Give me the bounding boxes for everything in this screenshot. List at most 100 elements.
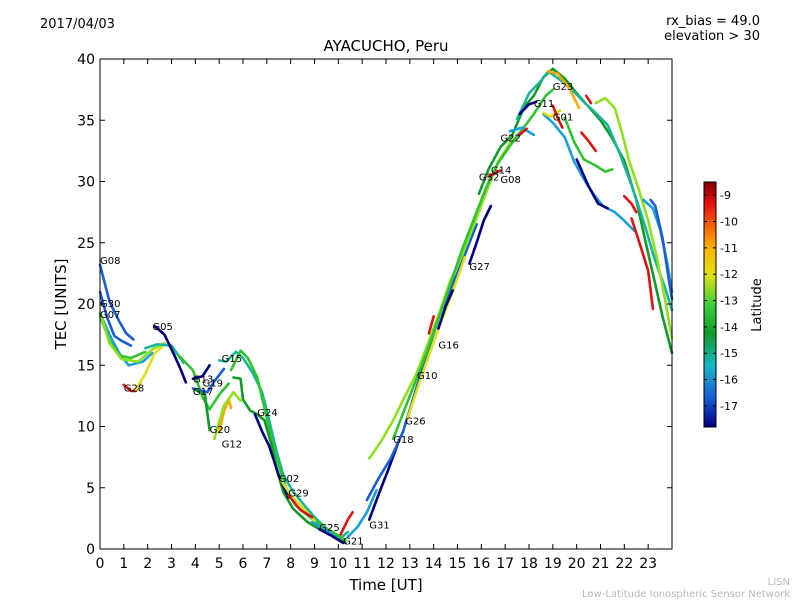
series-trace-25: [368, 442, 400, 521]
satellite-label-22: G32: [479, 173, 499, 184]
series-trace-7: [144, 343, 185, 365]
satellite-label-19: G10: [417, 371, 437, 382]
satellite-label-27: G23: [553, 82, 573, 93]
series-trace-39: [563, 116, 614, 173]
satellite-label-14: G25: [319, 523, 339, 534]
colorbar-tick-label-7: -16: [720, 374, 738, 387]
series-trace-30: [427, 315, 435, 335]
satellite-label-18: G26: [405, 416, 425, 427]
colorbar-tick-label-5: -14: [720, 321, 738, 334]
satellite-label-16: G31: [369, 521, 389, 532]
x-tick-label-21: 21: [592, 556, 610, 572]
y-tick-label-6: 30: [77, 175, 95, 191]
colorbar-tick-label-3: -12: [720, 268, 738, 281]
y-tick-label-8: 40: [77, 52, 95, 68]
series-trace-37: [518, 100, 538, 116]
series-trace-33: [477, 67, 674, 355]
series-trace-0: [98, 263, 135, 341]
x-tick-label-3: 3: [167, 556, 176, 572]
x-tick-label-7: 7: [262, 556, 271, 572]
series-trace-40: [546, 70, 581, 110]
satellite-label-5: G13: [193, 375, 213, 386]
colorbar: [703, 181, 717, 428]
colorbar-tick-label-8: -17: [720, 400, 738, 413]
series-trace-11: [191, 367, 226, 394]
series-trace-6: [134, 345, 164, 392]
y-tick-label-5: 25: [77, 236, 95, 252]
x-tick-label-9: 9: [310, 556, 319, 572]
series-trace-51: [518, 127, 528, 137]
x-tick-label-22: 22: [615, 556, 633, 572]
series-trace-31: [437, 289, 454, 330]
satellite-label-13: G29: [288, 489, 308, 500]
series-trace-16: [229, 349, 347, 542]
series-trace-32: [468, 204, 493, 265]
satellite-label-25: G22: [500, 133, 520, 144]
series-trace-49: [551, 104, 564, 129]
y-tick-label-4: 20: [77, 297, 95, 313]
series-trace-1: [98, 290, 133, 347]
x-tick-label-20: 20: [568, 556, 586, 572]
x-tick-label-0: 0: [96, 556, 105, 572]
y-tick-label-2: 10: [77, 420, 95, 436]
satellite-label-21: G27: [469, 262, 489, 273]
series-trace-8: [153, 324, 188, 384]
colorbar-tick-label-2: -11: [720, 242, 738, 255]
satellite-label-23: G14: [491, 165, 511, 176]
y-tick-label-7: 35: [77, 113, 95, 129]
satellite-label-24: G08: [500, 175, 520, 186]
x-tick-label-15: 15: [449, 556, 467, 572]
satellite-label-11: G24: [257, 408, 277, 419]
y-tick-label-0: 0: [86, 542, 95, 558]
series-trace-14: [213, 390, 242, 441]
series-trace-20: [287, 493, 314, 519]
series-trace-42: [584, 94, 593, 105]
x-tick-label-5: 5: [215, 556, 224, 572]
chart-title: AYACUCHO, Peru: [323, 37, 449, 55]
satellite-label-4: G05: [152, 322, 172, 333]
satellite-label-20: G16: [438, 340, 458, 351]
axis-layer: 0 1 2 3 4 5 6 7 8 9 10 11 12 13 14 15 16 17 18 19 20 21 22 2305…: [77, 52, 672, 572]
x-tick-label-18: 18: [520, 556, 538, 572]
colorbar-ticks: -9 -10 -11 -12 -13 -14 -15 -16 -17: [704, 189, 738, 413]
footer-network-name: Low-Latitude Ionospheric Sensor Network: [582, 589, 790, 600]
satellite-label-17: G18: [393, 435, 413, 446]
satellite-label-26: G11: [534, 99, 554, 110]
series-trace-29: [406, 256, 466, 421]
y-tick-label-1: 5: [86, 481, 95, 497]
date-label: 2017/04/03: [40, 17, 115, 32]
x-tick-label-12: 12: [377, 556, 395, 572]
x-tick-label-23: 23: [639, 556, 657, 572]
colorbar-tick-label-6: -15: [720, 347, 738, 360]
satellite-label-2: G07: [100, 310, 120, 321]
satellite-label-3: G28: [124, 383, 144, 394]
colorbar-tick-label-1: -10: [720, 216, 738, 229]
satellite-label-8: G15: [222, 354, 242, 365]
series-trace-34: [515, 70, 674, 312]
footer-network-abbrev: LISN: [767, 577, 790, 588]
series-trace-17: [232, 376, 347, 545]
series-trace-4: [98, 311, 166, 363]
x-tick-label-8: 8: [286, 556, 295, 572]
satellite-label-28: G01: [553, 113, 573, 124]
satellite-label-12: G02: [279, 474, 299, 485]
series-layer: [98, 67, 674, 545]
y-tick-label-3: 15: [77, 358, 95, 374]
x-tick-label-13: 13: [401, 556, 419, 572]
rx-bias-label: rx_bias = 49.0: [666, 14, 760, 29]
series-trace-13: [217, 398, 233, 434]
x-tick-label-14: 14: [425, 556, 443, 572]
satellite-label-7: G17: [193, 387, 213, 398]
x-tick-label-6: 6: [239, 556, 248, 572]
series-trace-10: [191, 364, 211, 380]
satellite-label-6: G19: [203, 378, 223, 389]
x-tick-label-11: 11: [353, 556, 371, 572]
x-tick-label-17: 17: [496, 556, 514, 572]
series-trace-12: [194, 388, 211, 432]
series-trace-38: [575, 158, 609, 210]
y-axis-label: TEC [UNITS]: [52, 259, 70, 351]
satellite-label-1: G30: [100, 299, 120, 310]
series-trace-23: [339, 510, 354, 536]
